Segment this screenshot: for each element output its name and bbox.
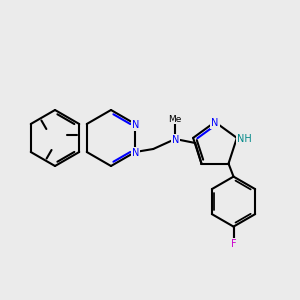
Text: Me: Me: [169, 115, 182, 124]
Text: N: N: [132, 120, 139, 130]
Text: N: N: [211, 118, 219, 128]
Text: NH: NH: [237, 134, 252, 144]
Text: F: F: [231, 238, 236, 249]
Text: N: N: [172, 135, 179, 145]
Text: N: N: [132, 148, 139, 158]
